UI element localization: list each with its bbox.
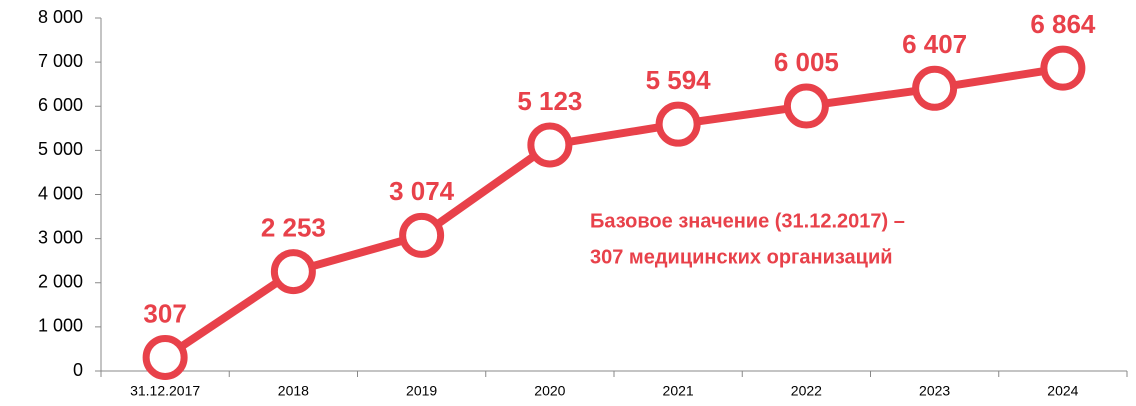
data-label: 5 123	[517, 86, 582, 116]
data-label: 2 253	[261, 212, 326, 242]
y-tick-label: 0	[73, 360, 83, 380]
point-marker	[1040, 45, 1086, 91]
annotation: 307 медицинских организаций	[590, 246, 893, 268]
data-label: 5 594	[646, 65, 712, 95]
y-tick-label: 2 000	[38, 272, 83, 292]
x-tick-label: 2018	[278, 383, 309, 399]
data-label: 3 074	[389, 176, 455, 206]
point-marker	[399, 212, 445, 258]
point-marker	[912, 65, 958, 111]
annotation: Базовое значение (31.12.2017) –	[590, 210, 905, 232]
y-tick-label: 4 000	[38, 183, 83, 203]
point-marker	[655, 101, 701, 147]
data-label: 6 864	[1030, 9, 1096, 39]
point-marker	[783, 83, 829, 129]
data-label: 307	[143, 298, 186, 328]
x-tick-label: 31.12.2017	[130, 383, 200, 399]
point-marker	[142, 334, 188, 380]
y-tick-label: 5 000	[38, 139, 83, 159]
x-tick-label: 2021	[663, 383, 694, 399]
data-label: 6 407	[902, 29, 967, 59]
y-tick-label: 3 000	[38, 227, 83, 247]
x-tick-label: 2022	[791, 383, 822, 399]
point-marker	[527, 122, 573, 168]
y-tick-label: 1 000	[38, 316, 83, 336]
x-tick-label: 2024	[1047, 383, 1078, 399]
x-tick-label: 2023	[919, 383, 950, 399]
x-tick-label: 2019	[406, 383, 437, 399]
y-tick-label: 8 000	[38, 7, 83, 27]
y-tick-label: 7 000	[38, 51, 83, 71]
y-tick-label: 6 000	[38, 95, 83, 115]
data-label: 6 005	[774, 47, 839, 77]
point-marker	[270, 249, 316, 295]
x-tick-label: 2020	[534, 383, 565, 399]
